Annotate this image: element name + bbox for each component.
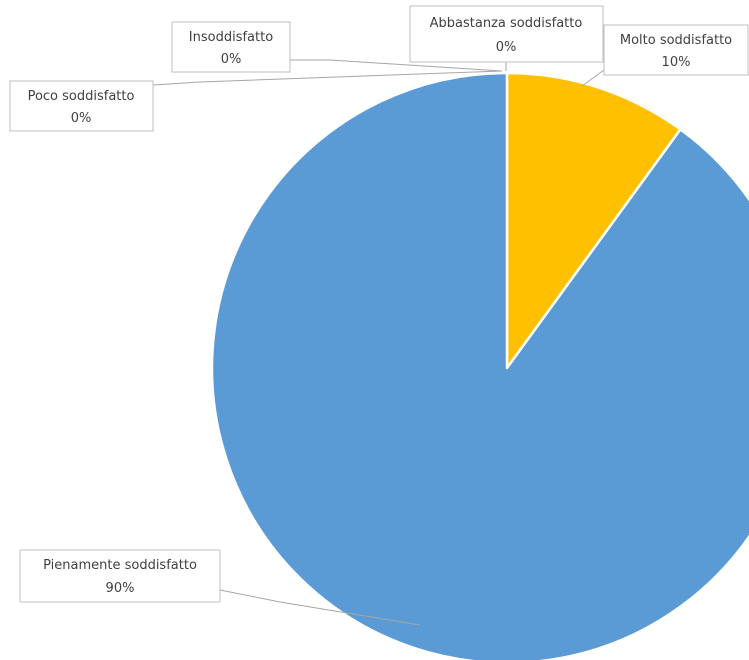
pie-slices [210,71,749,660]
data-label-pienamente-soddisfatto: Pienamente soddisfatto 90% [19,549,221,603]
leader-line-pienamente-soddisfatto [219,589,421,626]
data-label-abbastanza-soddisfatto: Abbastanza soddisfatto 0% [409,5,604,63]
slice-label-insoddisfatto: Insoddisfatto [189,30,273,45]
data-label-poco-soddisfatto: Poco soddisfatto 0% [9,80,154,132]
data-label-insoddisfatto: Insoddisfatto 0% [171,21,291,73]
pie-slice-molto-soddisfatto [505,71,682,370]
slice-label-molto-soddisfatto: Molto soddisfatto [620,33,732,48]
leader-lines [152,59,605,626]
slice-label-abbastanza-soddisfatto: Abbastanza soddisfatto [430,16,583,31]
slice-value-abbastanza-soddisfatto: 0% [496,40,517,55]
slice-value-molto-soddisfatto: 10% [662,55,691,70]
leader-line-molto-soddisfatto [581,69,605,87]
data-label-box [19,549,221,603]
data-label-box [409,5,604,63]
slice-label-pienamente-soddisfatto: Pienamente soddisfatto [43,558,197,573]
data-label-box [603,24,749,76]
pie-slice-pienamente-soddisfatto [210,71,749,660]
slice-value-insoddisfatto: 0% [221,52,242,67]
data-label-box [9,80,154,132]
leader-line-insoddisfatto [290,59,503,72]
slice-value-poco-soddisfatto: 0% [71,111,92,126]
data-label-molto-soddisfatto: Molto soddisfatto 10% [603,24,749,76]
leader-line-poco-soddisfatto [152,70,503,86]
slice-label-poco-soddisfatto: Poco soddisfatto [28,89,135,104]
data-label-box [171,21,291,73]
slice-value-pienamente-soddisfatto: 90% [106,581,135,596]
